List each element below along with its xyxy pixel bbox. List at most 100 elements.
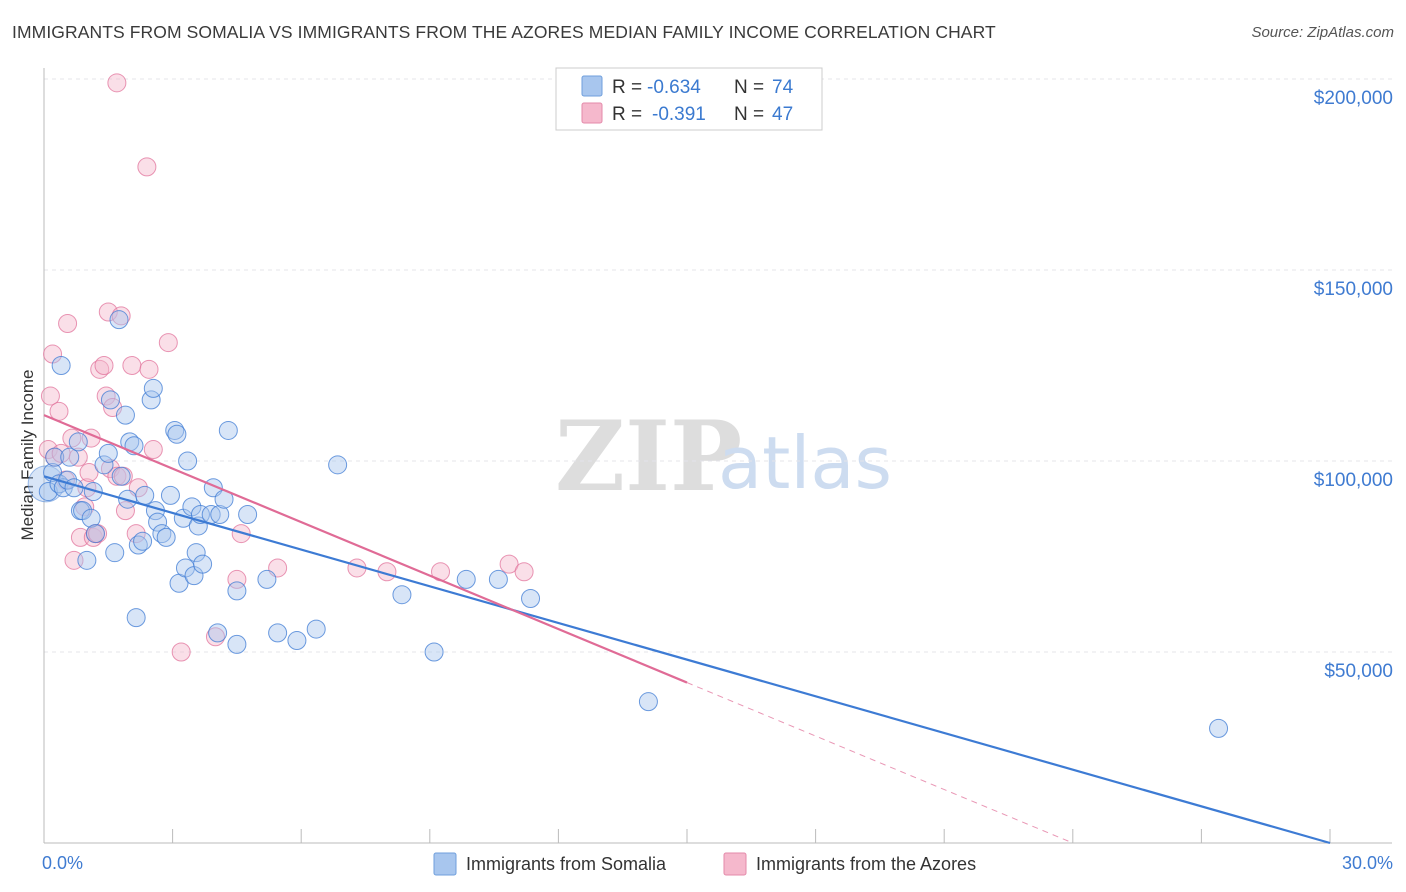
data-point-somalia bbox=[141, 390, 161, 410]
data-point-somalia bbox=[210, 504, 230, 524]
data-point-somalia bbox=[68, 432, 88, 452]
watermark-atlas: atlas bbox=[718, 421, 892, 505]
x-tick-labels: 0.0% 30.0% bbox=[42, 853, 1393, 873]
correlation-legend: R = -0.634 N = 74 R = -0.391 N = 47 bbox=[555, 67, 823, 131]
data-point-somalia bbox=[60, 447, 80, 467]
data-point-azores bbox=[38, 440, 58, 460]
data-point-somalia bbox=[105, 543, 125, 563]
data-point-azores bbox=[499, 554, 519, 574]
trend-line-somalia bbox=[43, 475, 1331, 845]
data-point-somalia bbox=[193, 554, 213, 574]
data-point-somalia bbox=[45, 447, 65, 467]
y-tick-label: $100,000 bbox=[1314, 470, 1393, 491]
legend-n-value-azores: 47 bbox=[772, 104, 793, 125]
watermark-zip: ZIP bbox=[555, 400, 742, 513]
data-point-azores bbox=[137, 157, 157, 177]
data-point-azores bbox=[122, 356, 142, 375]
data-point-somalia bbox=[227, 581, 247, 601]
data-point-somalia bbox=[257, 569, 277, 589]
data-point-somalia bbox=[456, 569, 476, 589]
data-point-somalia bbox=[208, 623, 228, 643]
y-axis-label: Median Family Income bbox=[18, 369, 37, 540]
legend-n-value-somalia: 74 bbox=[772, 77, 794, 98]
data-point-somalia bbox=[156, 527, 176, 547]
data-point-somalia bbox=[227, 634, 247, 654]
data-point-somalia bbox=[100, 390, 120, 410]
data-point-azores bbox=[158, 333, 178, 353]
data-point-azores bbox=[115, 501, 135, 521]
bottom-legend-label-azores: Immigrants from the Azores bbox=[756, 854, 976, 874]
data-point-somalia bbox=[167, 424, 187, 444]
data-point-somalia bbox=[85, 524, 105, 544]
data-point-somalia bbox=[51, 356, 71, 375]
data-point-somalia bbox=[268, 623, 288, 643]
legend-r-label-azores: R = bbox=[612, 104, 642, 125]
data-point-somalia bbox=[148, 512, 168, 532]
data-point-somalia bbox=[160, 485, 180, 505]
bottom-legend-label-somalia: Immigrants from Somalia bbox=[466, 854, 667, 874]
data-point-somalia bbox=[38, 482, 58, 502]
bottom-legend-swatch-azores bbox=[723, 852, 747, 876]
y-tick-label: $200,000 bbox=[1314, 88, 1393, 109]
legend-r-label-somalia: R = bbox=[612, 77, 642, 98]
data-point-azores bbox=[139, 359, 159, 379]
series-somalia-points bbox=[27, 310, 1229, 738]
data-point-somalia bbox=[126, 608, 146, 628]
data-point-somalia bbox=[115, 405, 135, 425]
data-point-somalia bbox=[521, 589, 541, 609]
legend-n-label-somalia: N = bbox=[734, 77, 764, 98]
data-point-azores bbox=[94, 356, 114, 375]
data-point-somalia bbox=[186, 543, 206, 563]
y-tick-label: $50,000 bbox=[1324, 661, 1393, 682]
x-tick-label: 0.0% bbox=[42, 853, 83, 873]
series-legend: Immigrants from Somalia Immigrants from … bbox=[433, 852, 976, 876]
data-point-somalia bbox=[306, 619, 326, 639]
legend-n-label-azores: N = bbox=[734, 104, 764, 125]
data-point-somalia bbox=[83, 482, 103, 502]
data-point-azores bbox=[79, 462, 99, 482]
trend-line-azores bbox=[43, 414, 688, 684]
source-credit: Source: ZipAtlas.com bbox=[1251, 24, 1394, 41]
axes bbox=[43, 68, 1392, 844]
data-point-azores bbox=[126, 524, 146, 544]
data-point-somalia bbox=[77, 550, 97, 570]
x-tick-label: 30.0% bbox=[1342, 853, 1393, 873]
data-point-somalia bbox=[218, 420, 238, 440]
data-point-azores bbox=[58, 313, 78, 333]
data-point-azores bbox=[227, 569, 247, 589]
data-point-somalia bbox=[488, 569, 508, 589]
legend-swatch-somalia bbox=[581, 75, 603, 97]
legend-swatch-azores bbox=[581, 102, 603, 124]
data-point-somalia bbox=[143, 378, 163, 398]
data-point-azores bbox=[514, 562, 534, 582]
data-point-somalia bbox=[392, 585, 412, 605]
data-point-somalia bbox=[111, 466, 131, 486]
data-point-azores bbox=[107, 73, 127, 93]
data-point-somalia bbox=[424, 642, 444, 662]
legend-r-value-somalia: -0.634 bbox=[647, 77, 701, 98]
bottom-legend-swatch-somalia bbox=[433, 852, 457, 876]
y-tick-label: $150,000 bbox=[1314, 279, 1393, 300]
data-point-azores bbox=[143, 440, 163, 460]
data-point-somalia bbox=[638, 692, 658, 712]
data-point-somalia bbox=[81, 508, 101, 528]
data-point-somalia bbox=[135, 485, 155, 505]
data-point-somalia bbox=[328, 455, 348, 475]
trend-line-azores-extension bbox=[686, 682, 1073, 844]
data-point-azores bbox=[171, 642, 191, 662]
series-azores-points bbox=[38, 73, 534, 662]
legend-r-value-azores: -0.391 bbox=[652, 104, 706, 125]
data-point-azores bbox=[98, 302, 118, 322]
data-point-azores bbox=[40, 386, 60, 406]
chart-title: IMMIGRANTS FROM SOMALIA VS IMMIGRANTS FR… bbox=[12, 22, 996, 42]
data-point-somalia bbox=[1209, 718, 1229, 738]
data-point-somalia bbox=[238, 504, 258, 524]
data-point-somalia bbox=[133, 531, 153, 551]
data-point-somalia bbox=[98, 443, 118, 463]
gridlines bbox=[44, 78, 1392, 653]
y-tick-labels: $50,000 $100,000 $150,000 $200,000 bbox=[1314, 88, 1393, 682]
data-point-azores bbox=[107, 466, 127, 486]
trend-lines bbox=[43, 414, 1331, 845]
data-point-somalia bbox=[109, 310, 129, 330]
